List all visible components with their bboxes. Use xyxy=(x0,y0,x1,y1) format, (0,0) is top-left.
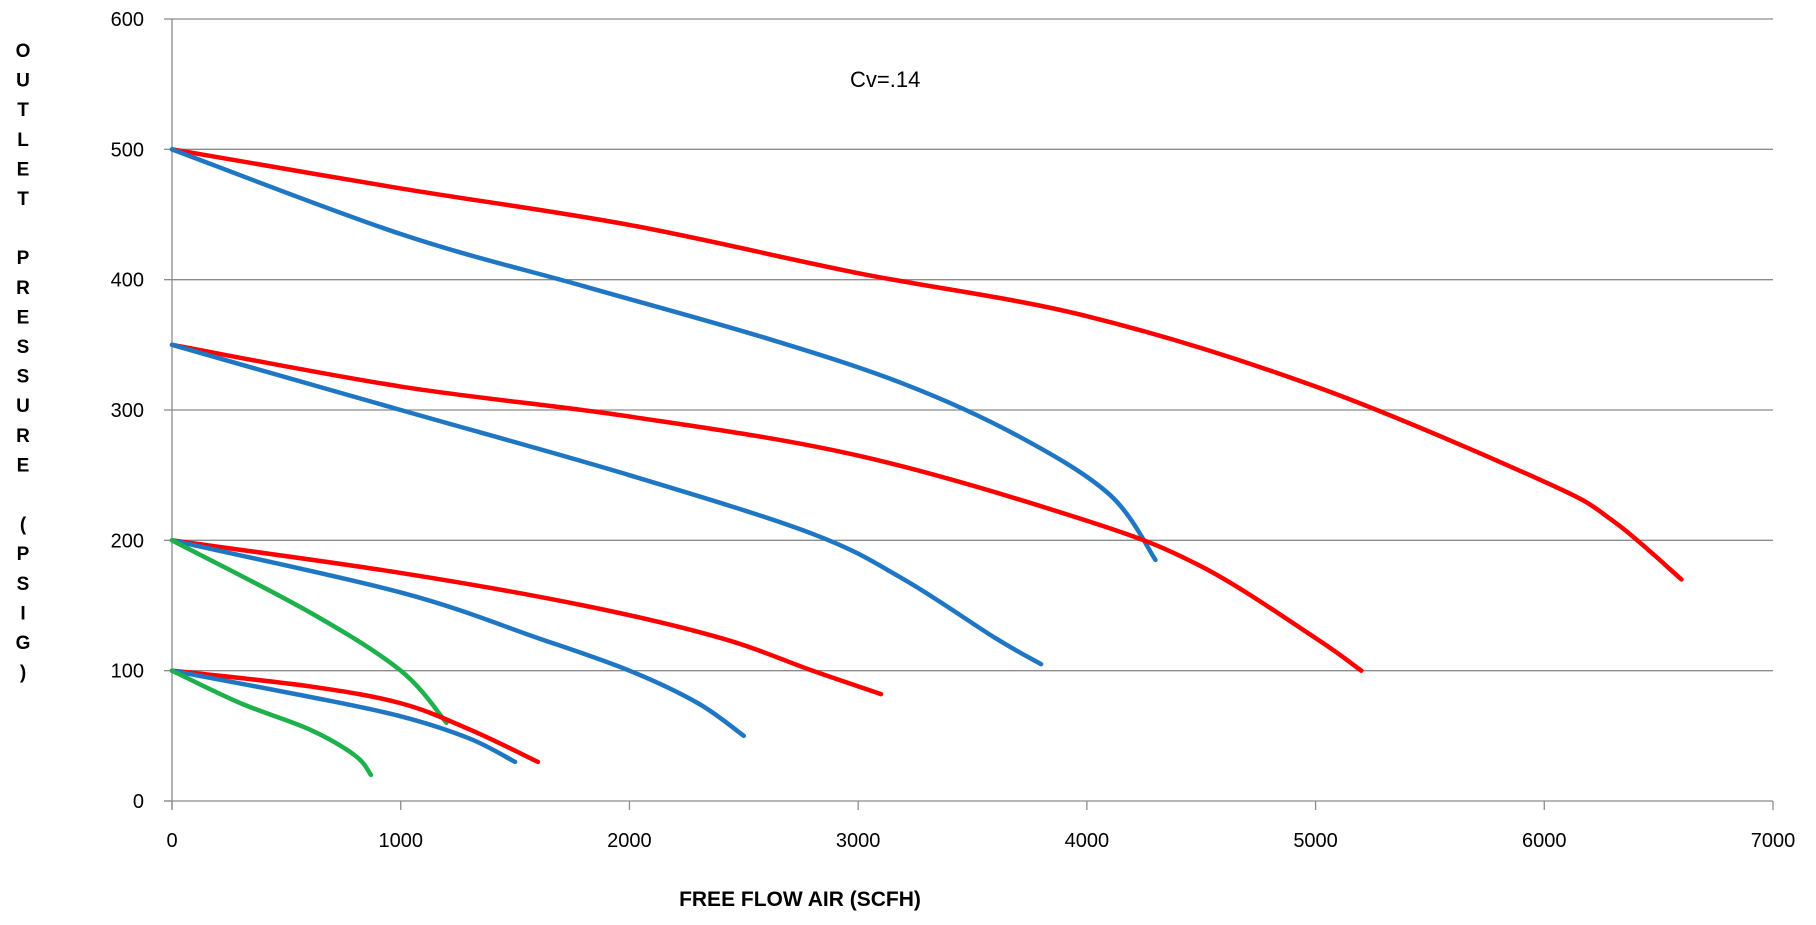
axes xyxy=(164,18,1774,810)
y-axis-label-char: U xyxy=(16,71,30,92)
x-tick-label-7000: 7000 xyxy=(1751,830,1796,852)
series-lines xyxy=(169,147,1684,778)
series-line-3-red xyxy=(169,342,1364,673)
series-line-2-blue xyxy=(169,147,1158,563)
y-tick-label-100: 100 xyxy=(111,661,144,683)
x-tick-label-4000: 4000 xyxy=(1065,830,1110,852)
y-tick-label-600: 600 xyxy=(111,9,144,31)
y-tick-labels: 0 100 200 300 400 500 600 xyxy=(111,9,144,813)
y-axis-label-char: I xyxy=(20,603,25,624)
y-axis-label-char: E xyxy=(17,159,30,180)
y-axis-label-char: E xyxy=(17,307,30,328)
y-tick-label-500: 500 xyxy=(111,139,144,161)
x-tick-label-2000: 2000 xyxy=(607,830,652,852)
x-tick-label-3000: 3000 xyxy=(836,830,881,852)
y-axis-label-char: ) xyxy=(20,663,26,684)
y-axis-label-char: O xyxy=(16,41,31,62)
series-line-7-green xyxy=(169,538,449,726)
y-axis-label-char: R xyxy=(16,278,30,299)
series-line-6-blue xyxy=(169,538,747,739)
y-axis-label-char: P xyxy=(17,544,30,565)
y-tick-label-0: 0 xyxy=(133,791,144,813)
x-tick-label-5000: 5000 xyxy=(1293,830,1338,852)
y-tick-label-300: 300 xyxy=(111,400,144,422)
series-line-8-red xyxy=(169,668,541,765)
x-tick-labels: 0 1000 2000 3000 4000 5000 6000 7000 xyxy=(166,830,1795,852)
x-tick-label-1000: 1000 xyxy=(378,830,423,852)
series-line-10-green xyxy=(169,668,374,778)
y-axis-label-char: S xyxy=(17,367,30,388)
x-tick-label-0: 0 xyxy=(166,830,177,852)
series-line-1-red xyxy=(169,147,1684,582)
x-axis-label: FREE FLOW AIR (SCFH) xyxy=(679,888,921,911)
y-axis-label-char: T xyxy=(17,189,29,210)
y-axis-label-char: U xyxy=(16,396,30,417)
y-axis-label-char: R xyxy=(16,426,30,447)
series-line-9-blue xyxy=(169,668,518,765)
y-axis-label-char: L xyxy=(17,130,29,151)
y-axis-label-char: S xyxy=(17,337,30,358)
series-line-4-blue xyxy=(169,342,1044,667)
annotation-cv: Cv=.14 xyxy=(850,67,920,92)
y-axis-label-char: P xyxy=(17,248,30,269)
y-tick-label-200: 200 xyxy=(111,530,144,552)
x-tick-label-6000: 6000 xyxy=(1522,830,1567,852)
gridlines xyxy=(172,18,1773,672)
y-axis-label-char: T xyxy=(17,100,29,121)
y-axis-label-char: E xyxy=(17,455,30,476)
y-tick-label-400: 400 xyxy=(111,270,144,292)
y-axis-label-char: S xyxy=(17,574,30,595)
series-line-5-red xyxy=(169,538,884,697)
y-axis-label-char: ( xyxy=(20,515,27,536)
y-axis-label-char: G xyxy=(16,633,31,654)
